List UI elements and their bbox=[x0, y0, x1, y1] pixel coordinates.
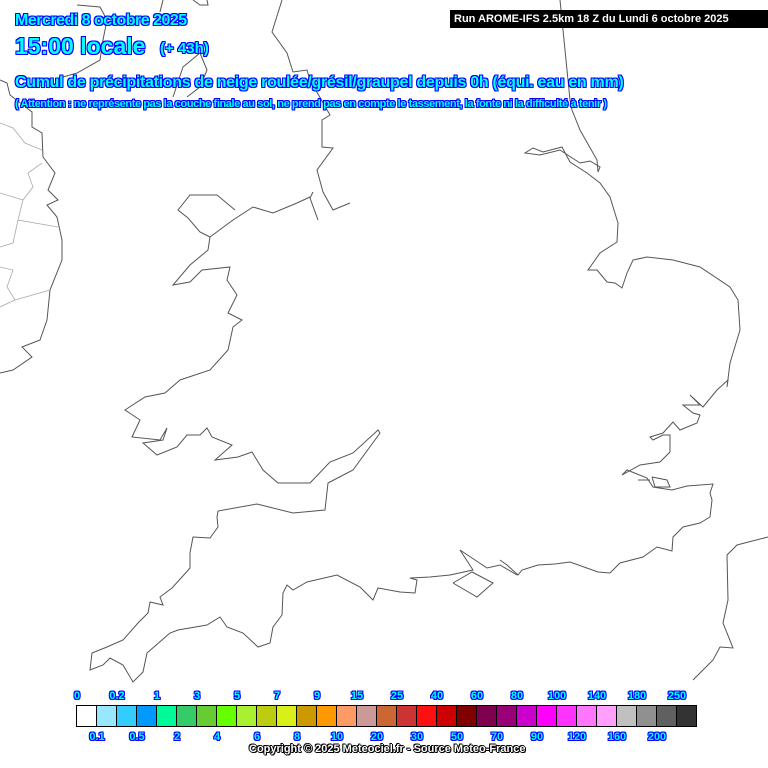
legend-swatch bbox=[157, 706, 177, 726]
legend-label: 0.1 bbox=[89, 731, 105, 743]
forecast-time: 15:00 locale bbox=[15, 33, 146, 59]
legend-swatch bbox=[417, 706, 437, 726]
scotland-cumbria-coast bbox=[62, 0, 209, 98]
legend-swatch bbox=[637, 706, 657, 726]
forecast-lead-time: (+ 43h) bbox=[160, 40, 209, 57]
legend-swatch bbox=[517, 706, 537, 726]
legend-label: 100 bbox=[547, 690, 567, 702]
legend-swatch bbox=[617, 706, 637, 726]
legend-swatch bbox=[277, 706, 297, 726]
legend-label: 0 bbox=[73, 690, 81, 702]
map-title: Cumul de précipitations de neige roulée/… bbox=[15, 74, 624, 91]
legend-label: 10 bbox=[330, 731, 344, 743]
legend-swatch bbox=[377, 706, 397, 726]
legend-label: 9 bbox=[313, 690, 321, 702]
legend-swatch bbox=[677, 706, 696, 726]
legend-label: 7 bbox=[273, 690, 281, 702]
ireland-coast bbox=[0, 79, 63, 374]
legend-label: 120 bbox=[567, 731, 587, 743]
legend-swatch bbox=[577, 706, 597, 726]
legend-swatch bbox=[217, 706, 237, 726]
legend-label: 3 bbox=[193, 690, 201, 702]
legend-label: 15 bbox=[350, 690, 364, 702]
legend-label: 70 bbox=[490, 731, 504, 743]
legend-label: 50 bbox=[450, 731, 464, 743]
legend-swatch bbox=[537, 706, 557, 726]
legend-label: 4 bbox=[213, 731, 221, 743]
legend-label: 1 bbox=[153, 690, 161, 702]
france-coast bbox=[692, 536, 768, 681]
legend-swatch bbox=[437, 706, 457, 726]
legend-label: 80 bbox=[510, 690, 524, 702]
legend-swatch bbox=[177, 706, 197, 726]
legend-label: 20 bbox=[370, 731, 384, 743]
legend-swatch bbox=[97, 706, 117, 726]
map-note: ( Attention : ne représente pas la couch… bbox=[15, 98, 607, 110]
legend-swatch bbox=[457, 706, 477, 726]
legend-swatch bbox=[337, 706, 357, 726]
legend-label: 140 bbox=[587, 690, 607, 702]
legend-bar bbox=[76, 705, 697, 727]
legend-swatch bbox=[197, 706, 217, 726]
legend-label: 0.5 bbox=[129, 731, 145, 743]
legend-label: 2 bbox=[173, 731, 181, 743]
legend-label: 200 bbox=[647, 731, 667, 743]
legend-label: 90 bbox=[530, 731, 544, 743]
model-run-label: Run AROME-IFS 2.5km 18 Z du Lundi 6 octo… bbox=[450, 10, 768, 28]
legend-swatch bbox=[257, 706, 277, 726]
forecast-date: Mercredi 8 octobre 2025 bbox=[15, 12, 187, 29]
legend-swatch bbox=[137, 706, 157, 726]
legend-swatch bbox=[357, 706, 377, 726]
legend-swatch bbox=[77, 706, 97, 726]
legend-label: 40 bbox=[430, 690, 444, 702]
legend-swatch bbox=[397, 706, 417, 726]
legend-swatch bbox=[557, 706, 577, 726]
legend-label: 30 bbox=[410, 731, 424, 743]
legend-label: 180 bbox=[627, 690, 647, 702]
legend-label: 5 bbox=[233, 690, 241, 702]
legend-label: 25 bbox=[390, 690, 404, 702]
legend-swatch bbox=[317, 706, 337, 726]
legend-swatch bbox=[597, 706, 617, 726]
legend-label: 6 bbox=[253, 731, 261, 743]
legend-label: 60 bbox=[470, 690, 484, 702]
legend-swatch bbox=[497, 706, 517, 726]
copyright: Copyright © 2025 Meteociel.fr - Source M… bbox=[249, 743, 526, 755]
legend-label: 8 bbox=[293, 731, 301, 743]
legend-swatch bbox=[237, 706, 257, 726]
legend-label: 250 bbox=[667, 690, 687, 702]
legend-swatch bbox=[657, 706, 677, 726]
legend-label: 0.2 bbox=[109, 690, 125, 702]
legend-swatch bbox=[117, 706, 137, 726]
legend-swatch bbox=[477, 706, 497, 726]
great-britain-coast bbox=[89, 0, 741, 683]
ireland-borders bbox=[0, 122, 59, 308]
legend-label: 160 bbox=[607, 731, 627, 743]
legend-swatch bbox=[297, 706, 317, 726]
